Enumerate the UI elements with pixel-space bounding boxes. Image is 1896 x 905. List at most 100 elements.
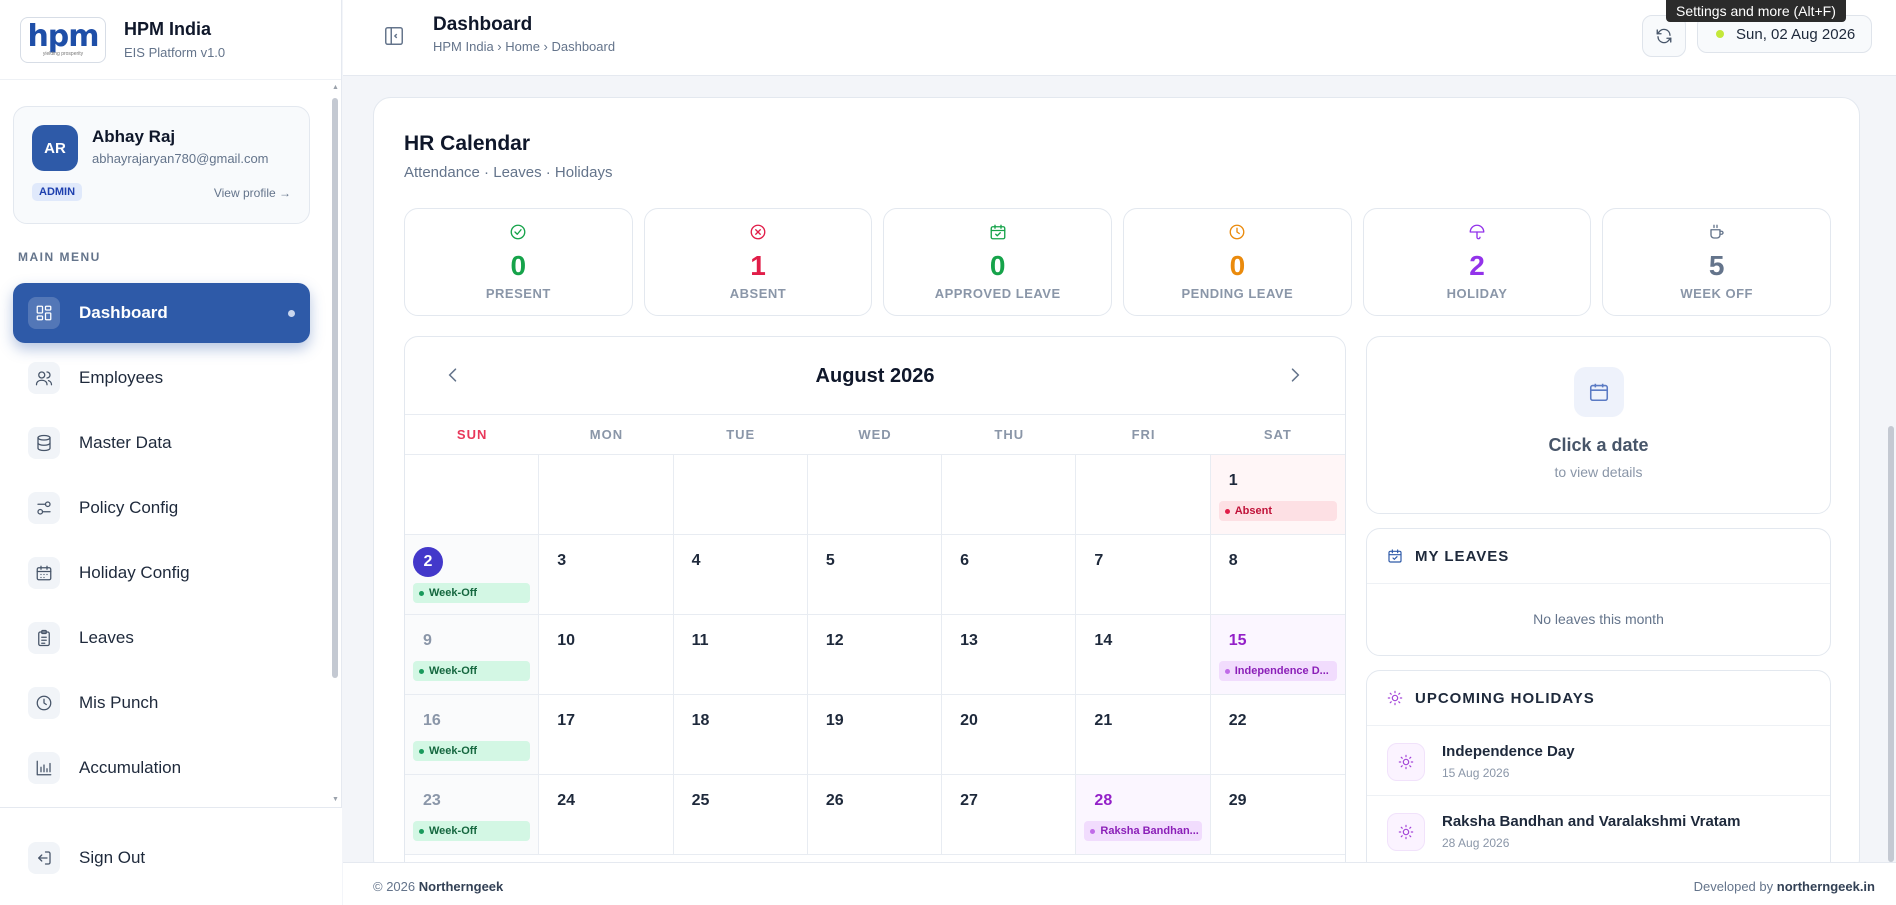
- tag-dot: [419, 590, 424, 596]
- day-number: 1: [1228, 472, 1238, 489]
- footer-developer: Developed by northerngeek.in: [1694, 879, 1875, 894]
- calendar-day-18[interactable]: 18: [673, 695, 808, 775]
- calendar-day-27[interactable]: 27: [942, 775, 1077, 855]
- check-circle-icon: [510, 224, 526, 240]
- sidebar-item-accumulation[interactable]: Accumulation: [13, 738, 310, 798]
- calendar-day-17[interactable]: 17: [539, 695, 674, 775]
- calendar-day-9[interactable]: 9 Week-Off: [405, 615, 540, 695]
- sidebar-item-employees[interactable]: Employees: [13, 348, 310, 408]
- brand-logo[interactable]: hpm yielding prosperity: [20, 16, 106, 63]
- brand-title: HPM India: [124, 19, 212, 39]
- x-circle-icon: [750, 224, 766, 240]
- holiday-list-item[interactable]: Independence Day 15 Aug 2026: [1367, 726, 1830, 796]
- stat-value: 1: [750, 250, 766, 281]
- calendar-day-11[interactable]: 11: [673, 615, 808, 695]
- calendar-empty-cell: [807, 455, 943, 535]
- sidebar-item-mis-punch[interactable]: Mis Punch: [13, 673, 310, 733]
- company-name: Northerngeek: [418, 879, 504, 894]
- previous-month-button[interactable]: [443, 365, 465, 387]
- calendar-day-25[interactable]: 25: [673, 775, 808, 855]
- sidebar-item-dashboard[interactable]: Dashboard: [13, 283, 310, 343]
- sidebar-scroll-thumb[interactable]: [332, 98, 338, 678]
- chevron-left-icon: [448, 368, 457, 382]
- scroll-up-arrow-icon[interactable]: ▲: [332, 84, 339, 91]
- scroll-down-arrow-icon[interactable]: ▼: [332, 796, 339, 803]
- calendar-day-20[interactable]: 20: [942, 695, 1077, 775]
- sidebar-scrollbar[interactable]: ▲ ▼: [331, 84, 339, 804]
- tag-label: Raksha Bandhan...: [1100, 825, 1199, 837]
- day-number: 20: [960, 712, 978, 729]
- page-title: Dashboard: [433, 14, 533, 35]
- sign-out-button[interactable]: Sign Out: [13, 828, 310, 888]
- day-number: 25: [691, 792, 710, 809]
- calendar-day-10[interactable]: 10: [539, 615, 674, 695]
- day-number: 6: [960, 552, 970, 569]
- sidebar-item-master-data[interactable]: Master Data: [13, 413, 310, 473]
- sidebar-item-label: Accumulation: [79, 758, 182, 777]
- tag-dot: [419, 748, 424, 754]
- calendar-day-5[interactable]: 5: [807, 535, 943, 615]
- sign-out-area: Sign Out: [0, 807, 342, 905]
- sidebar-item-leaves[interactable]: Leaves: [13, 608, 310, 668]
- stat-pending-leave: 0 PENDING LEAVE: [1123, 208, 1352, 316]
- hr-calendar-card: HR Calendar Attendance · Leaves · Holida…: [373, 97, 1860, 877]
- avatar: AR: [32, 125, 78, 171]
- calendar-day-6[interactable]: 6: [942, 535, 1077, 615]
- main-scroll-thumb[interactable]: [1888, 426, 1894, 862]
- developer-link[interactable]: northerngeek.in: [1776, 879, 1875, 894]
- stat-label: PRESENT: [485, 286, 551, 301]
- calendar-day-2[interactable]: 2 Week-Off: [405, 535, 540, 615]
- calendar-day-28[interactable]: 28 Raksha Bandhan...: [1076, 775, 1211, 855]
- calendar-day-8[interactable]: 8: [1210, 535, 1345, 615]
- tag-label: Independence D...: [1234, 665, 1329, 677]
- calendar-day-29[interactable]: 29: [1210, 775, 1345, 855]
- calendar-day-26[interactable]: 26: [807, 775, 943, 855]
- day-number: 22: [1228, 712, 1247, 729]
- calendar-day-13[interactable]: 13: [942, 615, 1077, 695]
- users-icon: [28, 362, 60, 394]
- day-number: 9: [423, 632, 432, 649]
- sidebar-item-holiday-config[interactable]: Holiday Config: [13, 543, 310, 603]
- upcoming-holidays-title: UPCOMING HOLIDAYS: [1415, 689, 1595, 707]
- my-leaves-empty-text: No leaves this month: [1533, 611, 1664, 627]
- sliders-icon: [28, 492, 60, 524]
- tag-dot: [419, 668, 424, 674]
- active-indicator: [288, 310, 295, 317]
- calendar-day-1[interactable]: 1 Absent: [1210, 455, 1345, 535]
- day-number: 18: [691, 712, 710, 729]
- copyright-text: © 2026: [373, 879, 419, 894]
- profile-card: AR Abhay Raj abhayrajaryan780@gmail.com …: [13, 106, 310, 224]
- calendar-day-22[interactable]: 22: [1210, 695, 1345, 775]
- calendar-day-21[interactable]: 21: [1076, 695, 1211, 775]
- sidebar-toggle-button[interactable]: [383, 25, 405, 47]
- holiday-list-item[interactable]: Raksha Bandhan and Varalakshmi Vratam 28…: [1367, 796, 1830, 866]
- view-profile-link[interactable]: View profile →: [213, 186, 291, 200]
- weekday-mon: MON: [589, 427, 624, 442]
- day-number: 14: [1094, 632, 1113, 649]
- calendar-day-16[interactable]: 16 Week-Off: [405, 695, 540, 775]
- tag-label: Week-Off: [429, 665, 478, 677]
- calendar-day-12[interactable]: 12: [807, 615, 943, 695]
- sidebar-item-label: Employees: [79, 368, 164, 387]
- tag-label: Week-Off: [429, 745, 478, 757]
- calendar-day-14[interactable]: 14: [1076, 615, 1211, 695]
- day-number: 17: [557, 712, 576, 729]
- tag-dot: [419, 828, 424, 834]
- calendar-day-4[interactable]: 4: [673, 535, 808, 615]
- calendar-grid: 1 Absent 2 Week-Off 3 4 5 6 7 8 9 Week-Off 10 11 12 13 1…: [405, 455, 1345, 855]
- calendar-day-7[interactable]: 7: [1076, 535, 1211, 615]
- calendar-day-15[interactable]: 15 Independence D...: [1210, 615, 1345, 695]
- next-month-button[interactable]: [1285, 365, 1307, 387]
- weekoff-tag: Week-Off: [413, 821, 531, 841]
- calendar-day-3[interactable]: 3: [539, 535, 674, 615]
- calendar-day-24[interactable]: 24: [539, 775, 674, 855]
- stat-present: 0 PRESENT: [404, 208, 633, 316]
- sidebar-item-policy-config[interactable]: Policy Config: [13, 478, 310, 538]
- sun-icon: [1387, 743, 1425, 781]
- refresh-button[interactable]: [1642, 15, 1686, 57]
- day-number: 19: [825, 712, 844, 729]
- calendar-day-19[interactable]: 19: [807, 695, 943, 775]
- weekday-wed: WED: [858, 427, 892, 442]
- calendar-day-23[interactable]: 23 Week-Off: [405, 775, 540, 855]
- main-scrollbar[interactable]: [1886, 76, 1896, 862]
